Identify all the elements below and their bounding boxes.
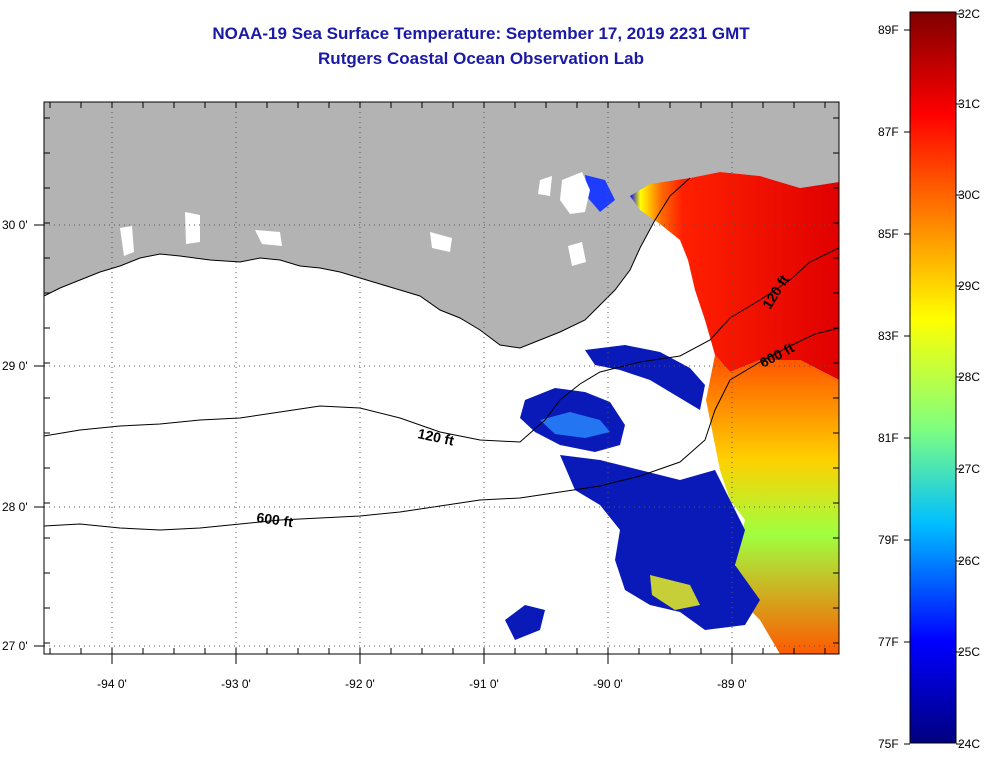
- colorbar-c-label: 25C: [958, 645, 980, 659]
- colorbar-f-label: 89F: [878, 23, 899, 37]
- cloud-patch-1: [560, 172, 590, 214]
- colorbar-c-label: 26C: [958, 554, 980, 568]
- sst-cold-patch-3: [585, 345, 705, 410]
- map-frame: [43, 101, 840, 655]
- cloud-patch-3: [185, 212, 200, 244]
- lon-label: -90 0': [593, 677, 623, 691]
- lat-label: 27 0': [2, 639, 28, 653]
- lon-label: -93 0': [221, 677, 251, 691]
- contour-label-120ft: 120 ft: [416, 425, 455, 448]
- lon-label: -92 0': [345, 677, 375, 691]
- colorbar-f-label: 83F: [878, 329, 899, 343]
- lon-label: -89 0': [717, 677, 747, 691]
- contour-label-600ft: 600 ft: [256, 509, 295, 530]
- land-mass: [44, 102, 839, 348]
- sst-mixed-patch: [540, 412, 610, 438]
- lat-label: 29 0': [2, 359, 28, 373]
- lon-label: -94 0': [97, 677, 127, 691]
- lat-label: 28 0': [2, 500, 28, 514]
- colorbar-f-label: 87F: [878, 125, 899, 139]
- cloud-patch-6: [568, 242, 586, 266]
- colorbar-ticks: [904, 13, 962, 745]
- colorbar-f-label: 77F: [878, 635, 899, 649]
- colorbar-c-label: 32C: [958, 7, 980, 21]
- sst-yellow-patch: [650, 575, 700, 610]
- sst-warm-field: [630, 172, 839, 380]
- colorbar-f-label: 81F: [878, 431, 899, 445]
- contour-600ft: [44, 327, 839, 531]
- colorbar-c-label: 31C: [958, 97, 980, 111]
- colorbar-c-label: 28C: [958, 370, 980, 384]
- colorbar-f-label: 79F: [878, 533, 899, 547]
- sst-cold-patch-2: [560, 455, 760, 630]
- cloud-patch-5: [538, 176, 552, 196]
- axis-ticks: [34, 102, 839, 664]
- colorbar-f-label: 75F: [878, 737, 899, 751]
- sst-cold-patch-4: [505, 605, 545, 640]
- graticule: [44, 102, 839, 654]
- lon-label: -91 0': [469, 677, 499, 691]
- colorbar-c-label: 27C: [958, 462, 980, 476]
- map-subtitle: Rutgers Coastal Ocean Observation Lab: [318, 49, 644, 68]
- cloud-patch-7: [430, 232, 452, 252]
- colorbar-c-label: 29C: [958, 279, 980, 293]
- colorbar-f-label: 85F: [878, 227, 899, 241]
- colorbar-c-label: 30C: [958, 188, 980, 202]
- colorbar-ramp: [909, 11, 957, 744]
- colorbar-c-label: 24C: [958, 737, 980, 751]
- contour-120ft-west: [44, 247, 839, 443]
- cloud-patch-2: [255, 230, 282, 246]
- lat-label: 30 0': [2, 218, 28, 232]
- map-title: NOAA-19 Sea Surface Temperature: Septemb…: [212, 24, 750, 43]
- cloud-patch-4: [120, 226, 134, 256]
